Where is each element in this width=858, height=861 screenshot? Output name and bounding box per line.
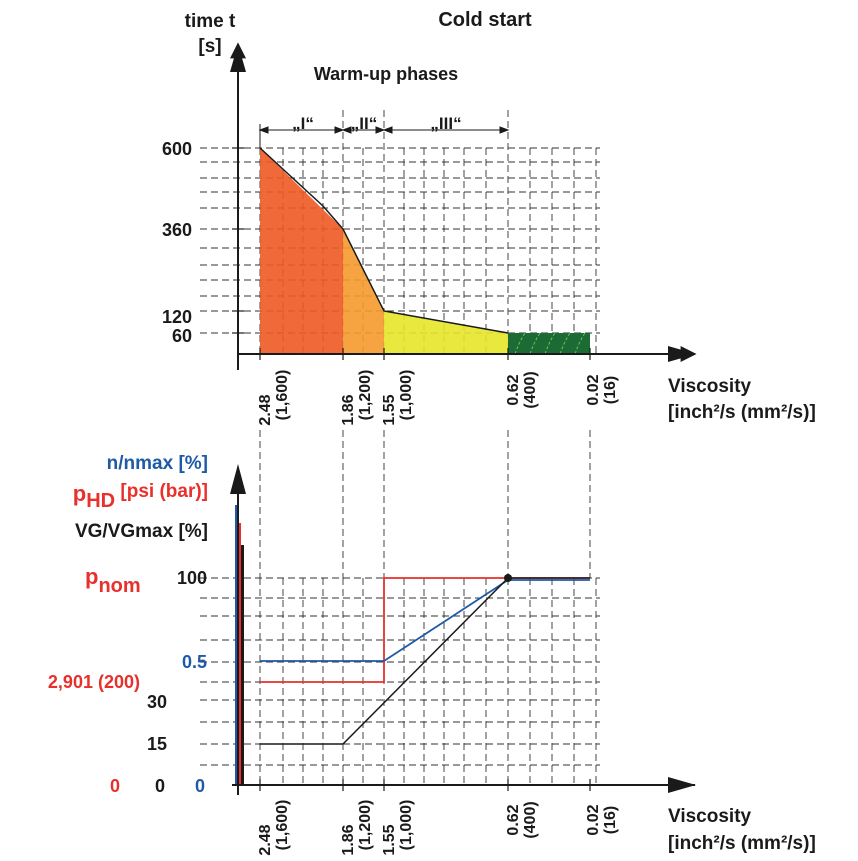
bottom-y-label-speed: n/nmax [%] [107,453,208,474]
warm-up-time-curve [259,147,509,334]
top-y-tick-360: 360 [162,220,192,240]
phase-iii-area [384,311,508,354]
top-x-label-line2: [inch²/s (mm²/s)] [668,402,816,423]
speed-curve [260,579,590,662]
bottom-x-tick-0-02-mm: (16) [602,806,619,834]
top-x-tick-0-62: 0.62 [505,374,522,405]
top-x-tick-1-86: 1.86 [340,394,357,425]
connector-lines [259,430,591,578]
top-x-tick-2-48-mm: (1,600) [274,370,291,421]
phase-i-label: „I“ [292,114,314,133]
top-y-label-line1: time t [185,11,236,32]
pnom-label: pnom [85,564,141,597]
bottom-chart: n/nmax [%] pHD [psi (bar)] VG/VGmax [%] … [48,453,816,856]
top-chart: „I“ „II“ „III“ Cold start Warm-up phases… [162,9,816,426]
top-x-tick-1-86-mm: (1,200) [357,370,374,421]
bottom-x-tick-1-55: 1.55 [381,824,398,855]
displacement-start-spike [241,545,244,785]
pressure-start-spike [238,523,241,785]
bottom-x-tick-1-86-mm: (1,200) [357,800,374,851]
bottom-x-label-line2: [inch²/s (mm²/s)] [668,833,816,854]
bottom-x-tick-2-48: 2.48 [257,824,274,855]
top-x-tick-1-55-mm: (1,000) [398,370,415,421]
bottom-y-tick-0-red: 0 [110,776,120,796]
phase-ii-area [343,229,384,354]
bottom-x-tick-0-62-mm: (400) [522,801,539,838]
top-x-label-line1: Viscosity [668,376,752,397]
top-title: Cold start [438,9,532,31]
bottom-x-tick-1-86: 1.86 [340,824,357,855]
top-y-tick-600: 600 [162,139,192,159]
bottom-y-tick-100: 100 [177,568,207,588]
bottom-x-tick-2-48-mm: (1,600) [274,800,291,851]
bottom-x-tick-1-55-mm: (1,000) [398,800,415,851]
bottom-y-tick-15: 15 [147,734,167,754]
bottom-y-tick-30: 30 [147,692,167,712]
bottom-y-label-displacement: VG/VGmax [%] [75,521,208,542]
speed-start-spike [235,505,238,785]
top-subtitle: Warm-up phases [314,64,458,84]
top-y-tick-60: 60 [172,326,192,346]
bottom-x-label-line1: Viscosity [668,806,752,827]
operating-range-area [508,332,590,355]
bottom-y-label-pressure: pHD [psi (bar)] [73,481,208,512]
bottom-y-tick-0-blue: 0 [195,776,205,796]
phase-iii-label: „III“ [430,114,461,133]
bottom-y-tick-0-5: 0.5 [182,652,207,672]
top-y-label-line2: [s] [198,36,221,57]
phase-dimension [258,124,510,148]
top-x-tick-2-48: 2.48 [257,394,274,425]
top-x-tick-0-02: 0.02 [585,374,602,405]
bottom-x-tick-0-02: 0.02 [585,804,602,835]
top-x-tick-1-55: 1.55 [381,394,398,425]
displacement-curve [260,577,590,745]
top-x-tick-0-62-mm: (400) [522,371,539,408]
pressure-curve [260,577,590,683]
rated-point-marker [504,574,512,582]
phase-ii-label: „II“ [351,114,377,133]
top-y-tick-120: 120 [162,307,192,327]
top-x-tick-0-02-mm: (16) [602,376,619,404]
bottom-y-tick-0-black: 0 [155,776,165,796]
bottom-y-tick-2901: 2,901 (200) [48,672,140,692]
bottom-x-tick-0-62: 0.62 [505,804,522,835]
phase-i-area [260,148,343,354]
